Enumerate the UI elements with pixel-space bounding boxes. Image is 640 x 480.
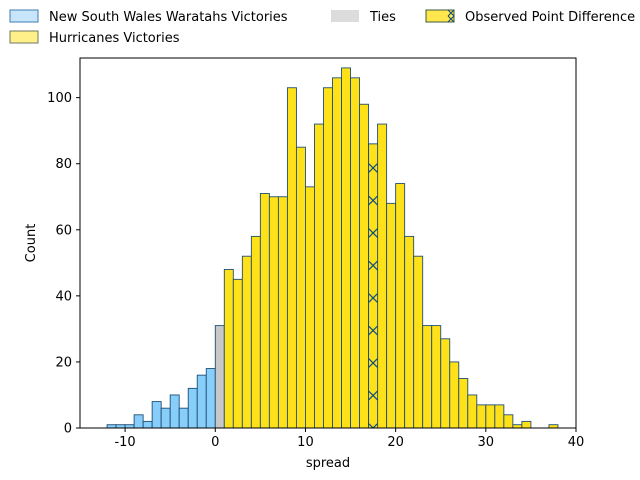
legend-swatch-ties: [331, 10, 359, 22]
bar-hurricanes-victories-11: [314, 123, 324, 429]
bar-hurricanes-victories-2: [232, 278, 243, 429]
y-tick-label: 20: [55, 355, 72, 370]
bar-new-south-wales-waratahs-victories--9: [133, 414, 144, 429]
y-tick-label: 60: [55, 223, 72, 238]
bar-new-south-wales-waratahs-victories--4: [178, 407, 189, 429]
bar-hurricanes-victories-26: [449, 361, 460, 429]
bar-hurricanes-victories-5: [259, 192, 270, 429]
bar-observed-point-difference-hatch: [368, 143, 378, 428]
x-axis-label: spread: [306, 456, 350, 471]
x-axis-ticks: -10 0 10 20 30 40: [114, 428, 584, 450]
legend-label-waratahs: New South Wales Waratahs Victories: [49, 10, 288, 25]
bar-new-south-wales-waratahs-victories--3: [187, 387, 198, 429]
bar-new-south-wales-waratahs-victories--2: [196, 374, 207, 429]
x-tick-label: 20: [387, 435, 404, 450]
bar-hurricanes-victories-3: [241, 255, 252, 429]
bar-hurricanes-victories-23: [422, 325, 433, 429]
bar-ties-0: [214, 325, 225, 429]
legend-entry-observed: Observed Point Difference: [425, 9, 635, 25]
y-axis-ticks: 0 20 40 60 80 100: [47, 91, 80, 437]
bar-hurricanes-victories-8: [286, 87, 297, 429]
x-tick-label: 40: [568, 435, 585, 450]
bar-hurricanes-victories-7: [277, 196, 288, 429]
histogram-bars: [106, 67, 559, 429]
legend-entry-ties: Ties: [331, 10, 396, 25]
bar-hurricanes-victories-15: [350, 77, 361, 429]
bar-hurricanes-victories-25: [440, 338, 451, 429]
bar-new-south-wales-waratahs-victories--8: [142, 420, 153, 429]
legend-label-ties: Ties: [369, 10, 396, 25]
bar-new-south-wales-waratahs-victories--7: [151, 401, 162, 429]
legend-label-hurricanes: Hurricanes Victories: [49, 31, 180, 46]
bar-hurricanes-victories-19: [386, 202, 397, 429]
bar-hurricanes-victories-9: [295, 146, 306, 429]
bar-hurricanes-victories-6: [268, 196, 279, 429]
bar-hurricanes-victories-31: [494, 404, 505, 429]
bar-new-south-wales-waratahs-victories--1: [205, 368, 216, 429]
legend-swatch-hurricanes: [9, 30, 39, 44]
bar-hurricanes-victories-18: [377, 123, 388, 429]
x-tick-label: 10: [297, 435, 314, 450]
bar-hurricanes-victories-21: [404, 235, 415, 429]
bar-new-south-wales-waratahs-victories--5: [169, 394, 180, 429]
bar-hurricanes-victories-24: [431, 325, 442, 429]
legend-label-observed: Observed Point Difference: [465, 10, 635, 25]
bar-hurricanes-victories-12: [323, 87, 333, 429]
bar-new-south-wales-waratahs-victories--6: [160, 407, 171, 429]
bar-hurricanes-victories-27: [458, 378, 469, 429]
bar-hurricanes-victories-14: [341, 67, 351, 429]
bar-hurricanes-victories-32: [503, 414, 514, 429]
x-tick-label: 0: [211, 435, 219, 450]
y-tick-label: 80: [55, 157, 72, 172]
legend-entry-waratahs: New South Wales Waratahs Victories: [9, 9, 288, 25]
legend: New South Wales Waratahs Victories Hurri…: [9, 9, 635, 46]
bar-hurricanes-victories-20: [395, 183, 406, 429]
legend-swatch-waratahs: [9, 9, 39, 23]
bar-hurricanes-victories-13: [332, 77, 342, 429]
legend-entry-hurricanes: Hurricanes Victories: [9, 30, 180, 46]
bar-hurricanes-victories-10: [305, 186, 315, 429]
bar-hurricanes-victories-4: [250, 235, 261, 429]
bar-hurricanes-victories-29: [476, 404, 487, 429]
x-tick-label: 30: [478, 435, 495, 450]
bar-hurricanes-victories-16: [359, 103, 370, 429]
y-tick-label: 40: [55, 289, 72, 304]
x-tick-label: -10: [114, 435, 135, 450]
bar-hurricanes-victories-34: [521, 420, 532, 429]
plot-area-frame: [79, 57, 577, 429]
y-axis-label: Count: [24, 224, 39, 263]
bar-hurricanes-victories-28: [467, 394, 478, 429]
y-tick-label: 0: [64, 422, 72, 437]
bar-hurricanes-victories-30: [485, 404, 496, 429]
bar-hurricanes-victories-1: [223, 268, 234, 429]
y-tick-label: 100: [47, 91, 72, 106]
bar-hurricanes-victories-22: [413, 255, 424, 429]
legend-swatch-observed-hatch: [447, 9, 455, 23]
